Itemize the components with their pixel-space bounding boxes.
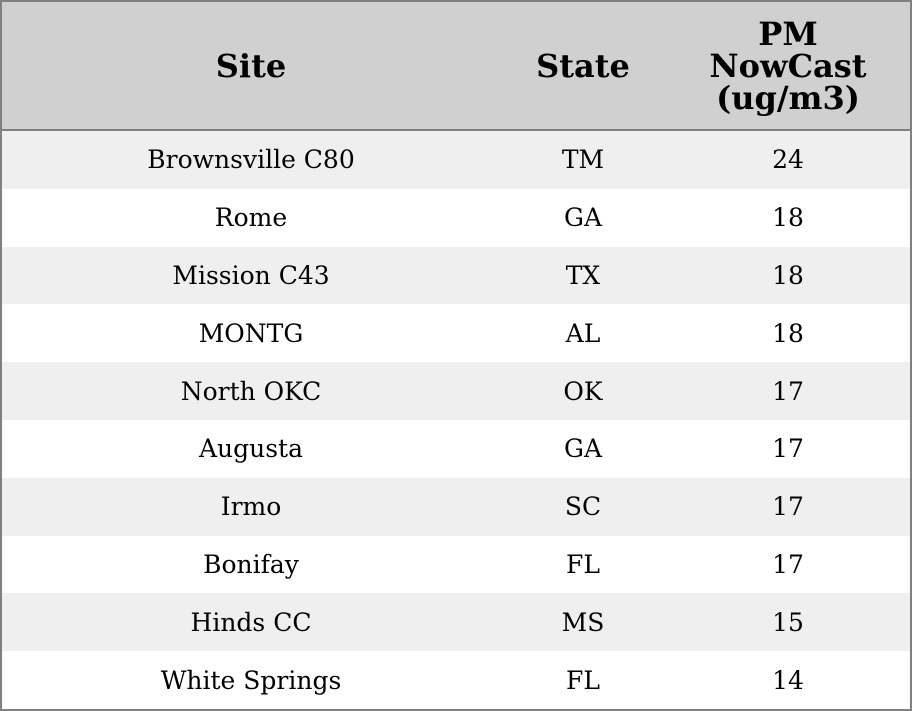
table-cell: Irmo xyxy=(2,478,500,536)
cell-text: 17 xyxy=(772,376,804,406)
cell-text: 17 xyxy=(772,492,804,522)
table-cell: FL xyxy=(500,651,666,709)
cell-text: SC xyxy=(564,492,602,522)
table-cell: MONTG xyxy=(2,304,500,362)
cell-text: Rome xyxy=(214,203,288,233)
header-cell: Site xyxy=(2,2,500,129)
table-row: MONTG AL 18 xyxy=(2,304,910,363)
table-cell: GA xyxy=(500,189,666,247)
table-cell: GA xyxy=(500,420,666,478)
table-cell: North OKC xyxy=(2,362,500,420)
cell-text: 18 xyxy=(772,318,804,348)
table-row: Rome GA 18 xyxy=(2,188,910,247)
table-cell: OK xyxy=(500,362,666,420)
table-cell: Mission C43 xyxy=(2,247,500,305)
header-cell: State xyxy=(500,2,666,129)
cell-text: Augusta xyxy=(198,434,304,464)
table-cell: 17 xyxy=(666,478,910,536)
cell-text: 14 xyxy=(772,665,804,695)
header-row: Site State PM NowCast (ug/m3) xyxy=(2,2,910,131)
table-cell: FL xyxy=(500,536,666,594)
table-cell: White Springs xyxy=(2,651,500,709)
cell-text: 17 xyxy=(772,549,804,579)
cell-text: Bonifay xyxy=(203,549,299,579)
table-cell: 18 xyxy=(666,304,910,362)
table-cell: Rome xyxy=(2,189,500,247)
cell-text: Irmo xyxy=(220,492,282,522)
table-row: Bonifay FL 17 xyxy=(2,535,910,594)
cell-text: TM xyxy=(561,145,605,175)
cell-text: FL xyxy=(566,665,600,695)
header-text: State xyxy=(536,46,630,85)
cell-text: TX xyxy=(565,260,601,290)
table-cell: 24 xyxy=(666,131,910,189)
cell-text: North OKC xyxy=(180,376,322,406)
table-cell: Bonifay xyxy=(2,536,500,594)
cell-text: 15 xyxy=(772,607,804,637)
cell-text: 24 xyxy=(772,145,804,175)
table-cell: Hinds CC xyxy=(2,593,500,651)
cell-text: MONTG xyxy=(198,318,304,348)
cell-text: Hinds CC xyxy=(190,607,312,637)
table-row: Brownsville C80 TM 24 xyxy=(2,131,910,189)
table-row: Augusta GA 17 xyxy=(2,420,910,478)
table-cell: 15 xyxy=(666,593,910,651)
table-row: White Springs FL 14 xyxy=(2,651,910,709)
cell-text: MS xyxy=(561,607,605,637)
table-cell: Brownsville C80 xyxy=(2,131,500,189)
table-cell: TX xyxy=(500,247,666,305)
header-text: PM NowCast (ug/m3) xyxy=(709,14,867,117)
cell-text: White Springs xyxy=(160,665,342,695)
table-cell: 17 xyxy=(666,536,910,594)
table-cell: 14 xyxy=(666,651,910,709)
table-cell: 18 xyxy=(666,189,910,247)
cell-text: 17 xyxy=(772,434,804,464)
header-cell: PM NowCast (ug/m3) xyxy=(666,2,910,129)
cell-text: GA xyxy=(563,434,603,464)
table-row: North OKC OK 17 xyxy=(2,362,910,420)
cell-text: 18 xyxy=(772,260,804,290)
header-text: Site xyxy=(215,46,287,85)
table-cell: MS xyxy=(500,593,666,651)
table-cell: SC xyxy=(500,478,666,536)
table-cell: Augusta xyxy=(2,420,500,478)
table-row: Hinds CC MS 15 xyxy=(2,593,910,652)
table-cell: 18 xyxy=(666,247,910,305)
cell-text: Brownsville C80 xyxy=(147,145,355,175)
table-cell: AL xyxy=(500,304,666,362)
table-cell: 17 xyxy=(666,420,910,478)
cell-text: GA xyxy=(563,203,603,233)
cell-text: 18 xyxy=(772,203,804,233)
table-row: Mission C43 TX 18 xyxy=(2,246,910,305)
table-row: Irmo SC 17 xyxy=(2,477,910,536)
table-cell: TM xyxy=(500,131,666,189)
cell-text: Mission C43 xyxy=(172,260,330,290)
cell-text: AL xyxy=(565,318,601,348)
cell-text: OK xyxy=(563,376,603,406)
table-cell: 17 xyxy=(666,362,910,420)
cell-text: FL xyxy=(566,549,600,579)
